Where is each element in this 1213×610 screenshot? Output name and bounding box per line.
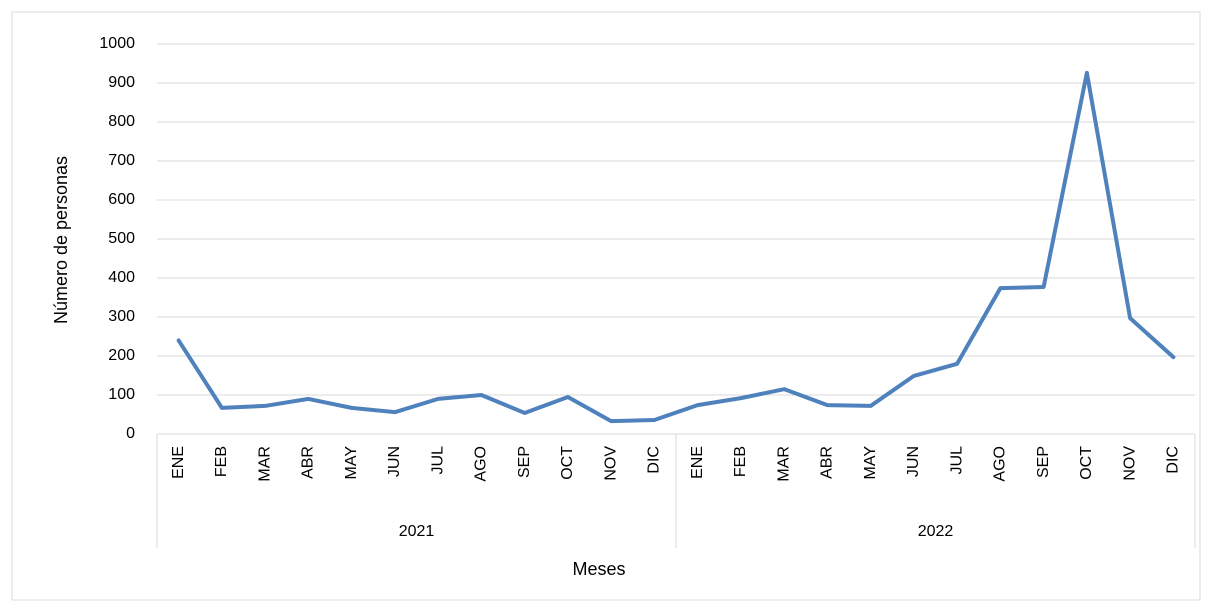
x-tick-label: MAY bbox=[862, 446, 879, 480]
x-tick-label: OCT bbox=[1078, 446, 1095, 480]
y-tick-label: 800 bbox=[108, 113, 135, 130]
group-label: 2022 bbox=[918, 523, 954, 540]
x-tick-label: ABR bbox=[300, 446, 317, 479]
x-axis-title: Meses bbox=[572, 559, 625, 579]
x-tick-label: MAR bbox=[775, 446, 792, 482]
y-tick-label: 200 bbox=[108, 347, 135, 364]
x-tick-label: NOV bbox=[602, 446, 619, 481]
x-tick-label: DIC bbox=[646, 446, 663, 474]
x-tick-label: AGO bbox=[992, 446, 1009, 482]
group-label: 2021 bbox=[399, 523, 435, 540]
x-tick-label: ABR bbox=[819, 446, 836, 479]
x-tick-label: JUL bbox=[429, 446, 446, 475]
x-tick-label: JUN bbox=[386, 446, 403, 477]
x-tick-label: AGO bbox=[473, 446, 490, 482]
x-tick-label: SEP bbox=[1035, 446, 1052, 478]
chart-border bbox=[11, 11, 1201, 601]
x-tick-label: DIC bbox=[1165, 446, 1182, 474]
x-tick-label: ENE bbox=[170, 446, 187, 479]
x-tick-label: ENE bbox=[689, 446, 706, 479]
x-tick-label: OCT bbox=[559, 446, 576, 480]
y-tick-label: 0 bbox=[126, 425, 135, 442]
y-tick-label: 400 bbox=[108, 269, 135, 286]
y-axis-title: Número de personas bbox=[51, 156, 71, 324]
x-tick-label: NOV bbox=[1121, 446, 1138, 481]
y-tick-label: 500 bbox=[108, 230, 135, 247]
line-series bbox=[176, 70, 1176, 424]
y-tick-label: 300 bbox=[108, 308, 135, 325]
y-tick-label: 700 bbox=[108, 152, 135, 169]
x-tick-label: JUL bbox=[948, 446, 965, 475]
x-tick-label: MAR bbox=[256, 446, 273, 482]
y-tick-label: 100 bbox=[108, 386, 135, 403]
y-tick-label: 600 bbox=[108, 191, 135, 208]
x-tick-label: FEB bbox=[732, 446, 749, 477]
x-tick-label: MAY bbox=[343, 446, 360, 480]
x-tick-label: FEB bbox=[213, 446, 230, 477]
y-tick-label: 900 bbox=[108, 74, 135, 91]
y-tick-label: 1000 bbox=[99, 35, 135, 52]
x-tick-label: SEP bbox=[516, 446, 533, 478]
x-tick-label: JUN bbox=[905, 446, 922, 477]
